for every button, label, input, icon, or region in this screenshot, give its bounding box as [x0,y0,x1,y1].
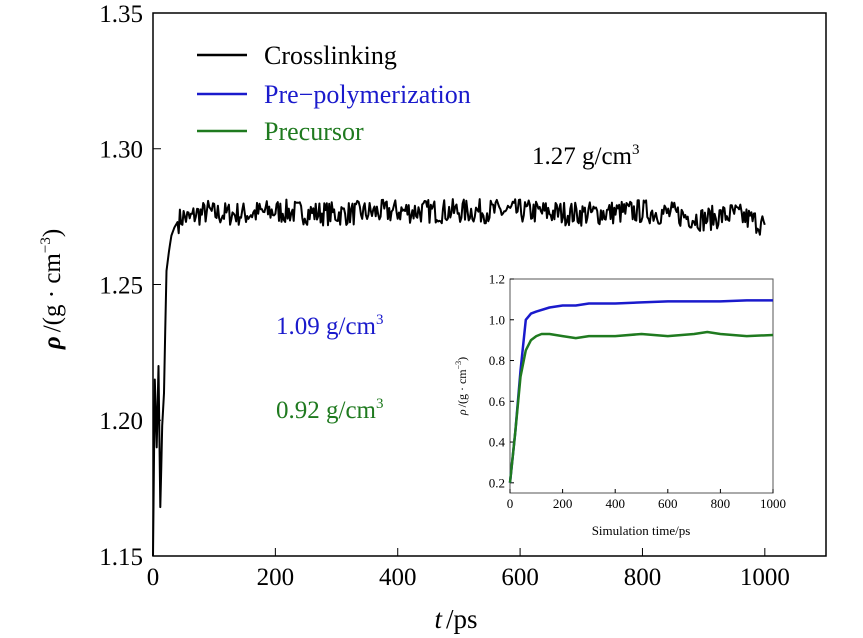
main-y-ticks: 1.15 1.20 1.25 1.30 1.35 [99,1,161,571]
inset-x-tick-label: 1000 [760,496,786,511]
inset-x-tick-label: 800 [711,496,731,511]
inset-y-tick-label: 0.8 [489,353,505,368]
main-x-tick-label: 1000 [740,564,790,591]
inset-y-tick-label: 1.2 [489,272,505,287]
main-x-axis-title: t/ps [434,604,477,634]
inset-series-pre-polymerization [508,299,773,483]
inset-x-tick-label: 400 [605,496,625,511]
annotation-crosslinking-density: 1.27 g/cm3 [532,142,640,170]
inset-y-ticks: 0.2 0.4 0.6 0.8 1.0 1.2 [489,272,514,490]
legend-label-precursor: Precursor [264,117,364,146]
annotation-precursor-density: 0.92 g/cm3 [276,396,384,424]
inset-x-ticks: 0 200 400 600 800 1000 [507,489,786,511]
main-y-tick-label: 1.30 [99,137,143,164]
inset-y-tick-label: 0.2 [489,475,505,490]
main-x-ticks: 0 200 400 600 800 1000 [147,548,790,591]
inset-y-tick-label: 1.0 [489,312,505,327]
main-x-tick-label: 0 [147,564,160,591]
inset-plot-frame [509,278,774,494]
annotation-pre-polymerization-density: 1.09 g/cm3 [276,312,384,340]
inset-background [470,270,798,548]
main-y-tick-label: 1.25 [99,272,143,299]
inset-y-axis-title: ρ/(g · cm−3) [454,357,469,416]
main-y-tick-label: 1.15 [99,544,143,571]
inset-y-tick-label: 0.6 [489,394,506,409]
main-x-tick-label: 600 [501,564,539,591]
inset-y-tick-label: 0.4 [489,435,506,450]
main-x-tick-label: 200 [257,564,295,591]
legend: Crosslinking Pre−polymerization Precurso… [197,41,471,146]
inset-series-precursor [508,330,774,483]
inset-x-tick-label: 600 [658,496,678,511]
inset-x-tick-label: 200 [553,496,573,511]
main-x-tick-label: 800 [624,564,662,591]
inset-series [508,299,774,483]
main-x-tick-label: 400 [379,564,417,591]
legend-label-pre-polymerization: Pre−polymerization [264,80,471,109]
legend-label-crosslinking: Crosslinking [264,41,397,70]
inset-x-tick-label: 0 [507,496,514,511]
main-series-crosslinking [152,198,766,557]
main-y-tick-label: 1.20 [99,408,143,435]
main-series [152,198,766,557]
inset-x-axis-title: Simulation time/ps [592,523,691,538]
main-y-tick-label: 1.35 [99,1,143,28]
main-y-axis-title: ρ/(g · cm−3) [38,229,66,350]
